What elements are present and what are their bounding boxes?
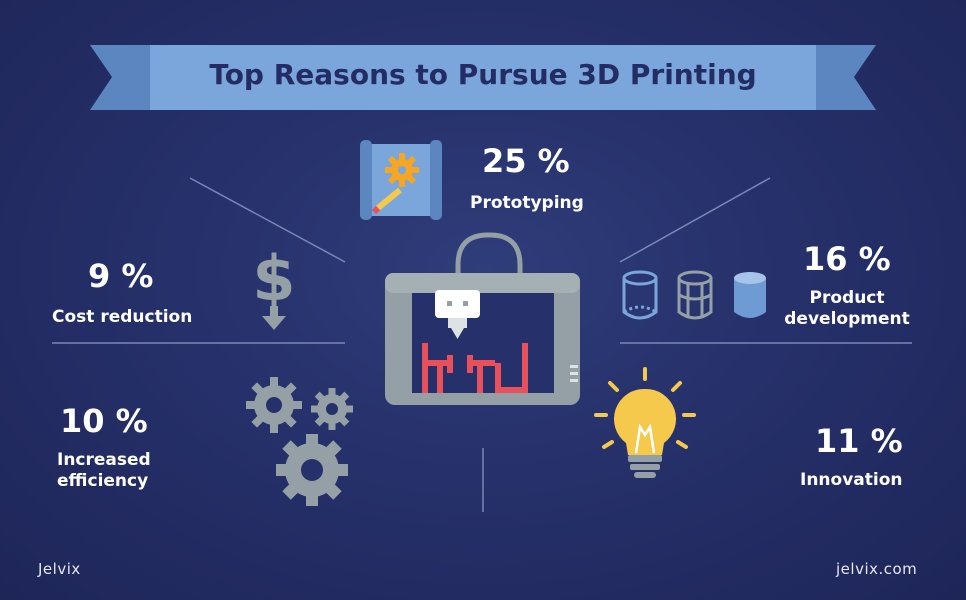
cost-reduction-label: Cost reduction [52,307,193,327]
gears-icon [246,377,353,506]
blueprint-gear-icon [360,140,442,220]
product-development-percent: 16 % [803,240,891,278]
product-development-label-line1: Product [809,288,885,308]
product-development-label-line2: development [784,309,910,329]
cylinders-icon [622,270,766,320]
increased-efficiency-label: Increased efficiency [57,450,151,492]
increased-efficiency-label-line2: efficiency [57,471,149,491]
product-development-label: Product development [782,288,912,330]
prototyping-percent: 25 % [482,142,570,180]
increased-efficiency-label-line1: Increased [57,450,151,470]
innovation-percent: 11 % [815,422,903,460]
title-banner [90,45,876,110]
lightbulb-icon [594,367,696,478]
3d-printer-icon [385,232,580,405]
prototyping-label: Prototyping [470,193,584,213]
innovation-label: Innovation [800,470,903,490]
site-url: jelvix.com [836,560,918,578]
cost-reduction-percent: 9 % [88,257,154,295]
svg-text:$: $ [252,242,295,315]
increased-efficiency-percent: 10 % [60,402,148,440]
dollar-down-icon: $ [252,242,296,330]
page-title: Top Reasons to Pursue 3D Printing [209,58,757,91]
brand-logo: Jelvix [38,560,81,578]
